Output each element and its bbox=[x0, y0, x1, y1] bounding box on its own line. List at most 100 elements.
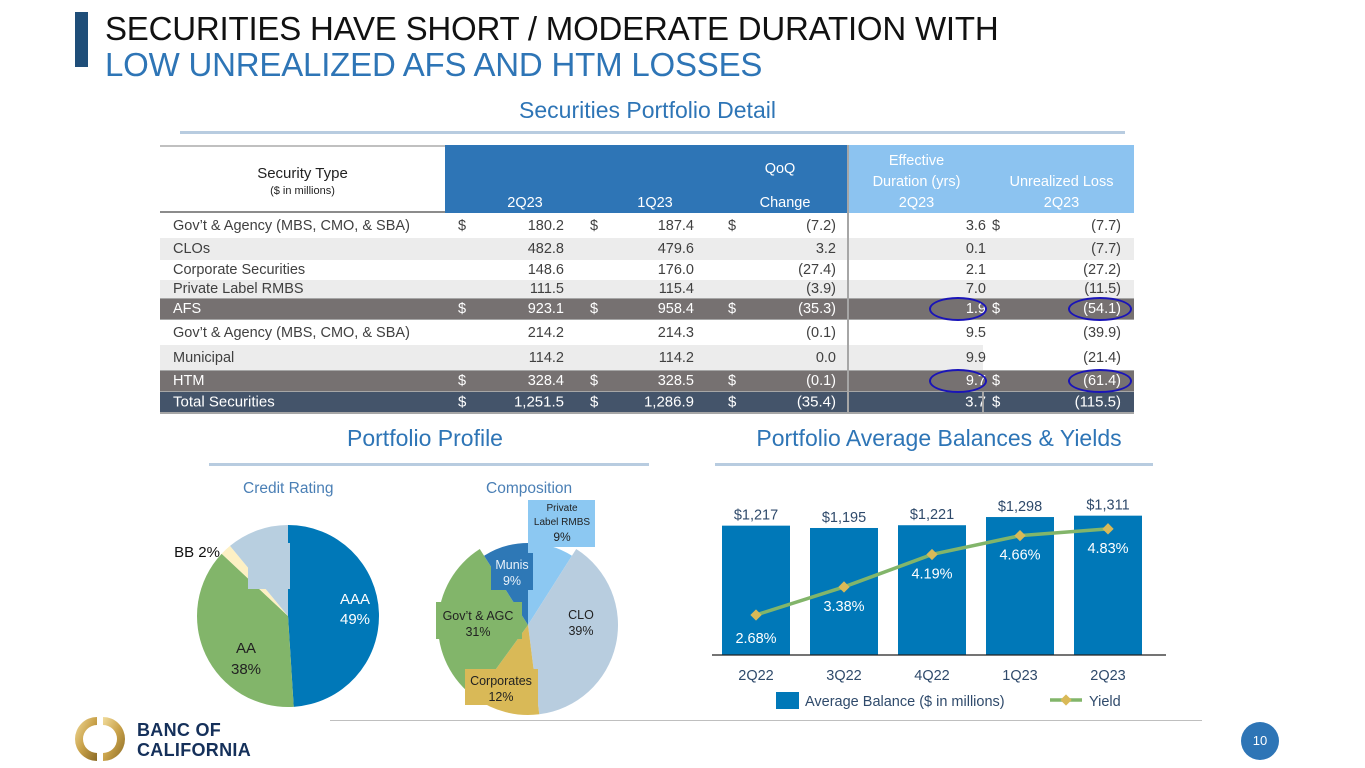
units-note: ($ in millions) bbox=[270, 185, 335, 197]
currency-symbol: $ bbox=[590, 301, 599, 317]
header-unrealized-loss: Unrealized Loss bbox=[1009, 174, 1114, 190]
value-qoq: (35.4) bbox=[796, 393, 836, 411]
currency-symbol: $ bbox=[728, 301, 737, 317]
pie-label-bbb-box bbox=[248, 543, 290, 589]
row-name: Gov’t & Agency (MBS, CMO, & SBA) bbox=[173, 217, 410, 234]
value-2q23: 148.6 bbox=[527, 262, 564, 278]
value-unrealized: (39.9) bbox=[1083, 324, 1121, 341]
pie-label-aaa: AAA bbox=[340, 591, 370, 608]
header-1q23: 1Q23 bbox=[637, 195, 673, 211]
footer-rule bbox=[330, 720, 1202, 721]
yield-label-3q22: 3.38% bbox=[823, 599, 864, 615]
x-tick-4q22: 4Q22 bbox=[914, 668, 949, 684]
currency-symbol: $ bbox=[728, 373, 737, 389]
value-1q23: 114.2 bbox=[658, 349, 694, 366]
pie-value-munis: 9% bbox=[503, 574, 521, 588]
legend-label-yield: Yield bbox=[1089, 694, 1121, 710]
value-1q23: 479.6 bbox=[657, 241, 694, 257]
pie-value-corporates: 12% bbox=[488, 690, 513, 704]
value-2q23: 111.5 bbox=[529, 281, 564, 297]
pie-value-aaa: 49% bbox=[340, 611, 370, 628]
currency-symbol: $ bbox=[458, 217, 467, 234]
value-duration: 9.5 bbox=[965, 324, 986, 341]
highlight-ellipse-htm-unrealized bbox=[1068, 369, 1132, 393]
value-qoq: 0.0 bbox=[815, 349, 836, 366]
balances-section-title: Portfolio Average Balances & Yields bbox=[756, 425, 1122, 451]
table-row: Gov’t & Agency (MBS, CMO, & SBA) 214.2 2… bbox=[160, 320, 1134, 345]
yield-label-1q23: 4.66% bbox=[999, 548, 1040, 564]
x-tick-2q23: 2Q23 bbox=[1090, 668, 1125, 684]
logo-line-1: BANC OF bbox=[137, 720, 222, 740]
value-2q23: 328.4 bbox=[527, 373, 564, 389]
label-box-govt-agc bbox=[436, 602, 522, 639]
value-unrealized: (7.7) bbox=[1091, 241, 1121, 257]
value-qoq: (35.3) bbox=[798, 301, 836, 317]
yield-label-4q22: 4.19% bbox=[911, 566, 952, 582]
security-type-header: Security Type bbox=[257, 165, 348, 182]
title-accent-bar bbox=[75, 12, 88, 67]
value-1q23: 115.4 bbox=[658, 281, 694, 297]
page-title-line-1: SECURITIES HAVE SHORT / MODERATE DURATIO… bbox=[105, 10, 999, 47]
pie-label-private-line1: Private bbox=[546, 503, 578, 514]
legend-label-balance: Average Balance ($ in millions) bbox=[805, 694, 1005, 710]
value-qoq: (0.1) bbox=[806, 324, 836, 341]
table-row: Gov’t & Agency (MBS, CMO, & SBA) $ 180.2… bbox=[160, 213, 1134, 238]
row-name: Corporate Securities bbox=[173, 262, 306, 278]
value-unrealized: (115.5) bbox=[1074, 393, 1121, 411]
banc-of-california-logo-mark bbox=[75, 717, 125, 761]
currency-symbol: $ bbox=[992, 393, 1001, 411]
currency-symbol: $ bbox=[458, 301, 467, 317]
header-duration-2q23: 2Q23 bbox=[898, 195, 935, 211]
header-effective: Effective bbox=[888, 153, 945, 169]
yield-marker-2q23 bbox=[1102, 523, 1114, 535]
highlight-ellipse-afs-duration bbox=[929, 297, 987, 321]
x-tick-3q22: 3Q22 bbox=[826, 668, 861, 684]
table-header-security-type: Security Type ($ in millions) bbox=[160, 145, 445, 213]
legend-swatch-balance bbox=[776, 692, 799, 709]
table-row-subtotal-afs: AFS $ 923.1 $ 958.4 $ (35.3) 1.9 $ (54.1… bbox=[160, 298, 1134, 320]
pie-label-clo: CLO bbox=[568, 608, 594, 622]
pie-slice-clo bbox=[528, 549, 619, 715]
page-title-line-2: LOW UNREALIZED AFS AND HTM LOSSES bbox=[105, 46, 763, 83]
composition-title: Composition bbox=[486, 480, 573, 497]
value-duration: 3.7 bbox=[965, 393, 986, 411]
bar-label-1q23: $1,298 bbox=[998, 499, 1042, 515]
composition-pie-chart: Private Label RMBS 9% CLO 39% Corporates 12% Go… bbox=[436, 500, 619, 715]
value-duration: 0.1 bbox=[965, 241, 986, 257]
currency-symbol: $ bbox=[458, 393, 467, 411]
value-qoq: 3.2 bbox=[815, 241, 836, 257]
value-qoq: (27.4) bbox=[798, 262, 836, 278]
table-row-subtotal-htm: HTM $ 328.4 $ 328.5 $ (0.1) 9.7 $ (61.4) bbox=[160, 370, 1134, 392]
detail-section-title: Securities Portfolio Detail bbox=[519, 97, 776, 123]
table-header-risk: Effective Duration (yrs) 2Q23 Unrealized… bbox=[849, 145, 1134, 213]
header-duration: Duration (yrs) bbox=[872, 174, 961, 190]
value-unrealized: (27.2) bbox=[1083, 262, 1121, 278]
bar-label-3q22: $1,195 bbox=[822, 510, 866, 526]
pie-value-aa: 38% bbox=[231, 661, 261, 678]
row-name: Private Label RMBS bbox=[173, 281, 304, 297]
bar-label-4q22: $1,221 bbox=[910, 507, 954, 523]
bar-label-2q22: $1,217 bbox=[734, 508, 778, 524]
currency-symbol: $ bbox=[458, 373, 467, 389]
pie-value-private: 9% bbox=[553, 530, 571, 544]
currency-symbol: $ bbox=[590, 373, 599, 389]
bar-4q22 bbox=[898, 525, 966, 655]
value-1q23: 1,286.9 bbox=[643, 393, 694, 411]
pie-label-private-line2: Label RMBS bbox=[534, 517, 590, 528]
value-2q23: 482.8 bbox=[527, 241, 564, 257]
table-row-total: Total Securities $ 1,251.5 $ 1,286.9 $ (… bbox=[160, 392, 1134, 414]
logo-line-2: CALIFORNIA bbox=[137, 740, 251, 760]
highlight-ellipse-afs-unrealized bbox=[1068, 297, 1132, 321]
header-qoq: QoQ bbox=[764, 161, 796, 177]
legend-marker-yield bbox=[1060, 694, 1072, 706]
label-box-munis bbox=[491, 553, 533, 590]
value-1q23: 176.0 bbox=[657, 262, 694, 278]
row-name: AFS bbox=[173, 301, 202, 317]
bar-2q22 bbox=[722, 525, 790, 655]
pie-label-govt-agc: Gov’t & AGC bbox=[443, 609, 514, 623]
table-row: Private Label RMBS 111.5 115.4 (3.9) 7.0… bbox=[160, 280, 1134, 298]
profile-section-title: Portfolio Profile bbox=[347, 425, 503, 451]
table-row: CLOs 482.8 479.6 3.2 0.1 (7.7) bbox=[160, 238, 1134, 260]
row-name: Gov’t & Agency (MBS, CMO, & SBA) bbox=[173, 324, 410, 341]
